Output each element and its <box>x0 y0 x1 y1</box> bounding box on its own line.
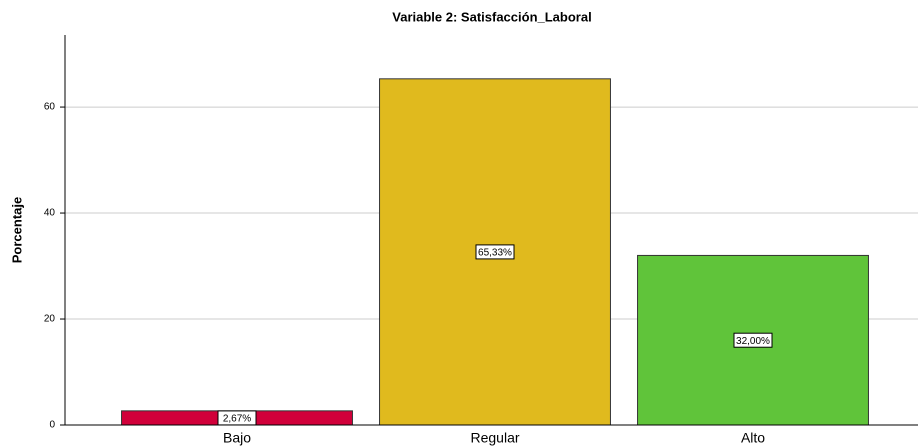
x-tick-label: Bajo <box>223 430 251 446</box>
x-tick-label: Alto <box>741 430 765 446</box>
y-tick-label: 20 <box>44 314 56 325</box>
y-tick-label: 40 <box>44 208 56 219</box>
x-tick-label: Regular <box>470 430 519 446</box>
value-label: 2,67% <box>223 414 251 425</box>
y-tick-label: 60 <box>44 102 56 113</box>
value-label: 65,33% <box>478 248 512 259</box>
value-label-box <box>733 332 773 348</box>
y-axis-label: Porcentaje <box>9 197 24 263</box>
value-label: 32,00% <box>736 336 770 347</box>
y-tick-label: 0 <box>49 420 55 431</box>
chart-title: Variable 2: Satisfacción_Laboral <box>392 9 591 24</box>
value-label-box <box>475 244 515 260</box>
